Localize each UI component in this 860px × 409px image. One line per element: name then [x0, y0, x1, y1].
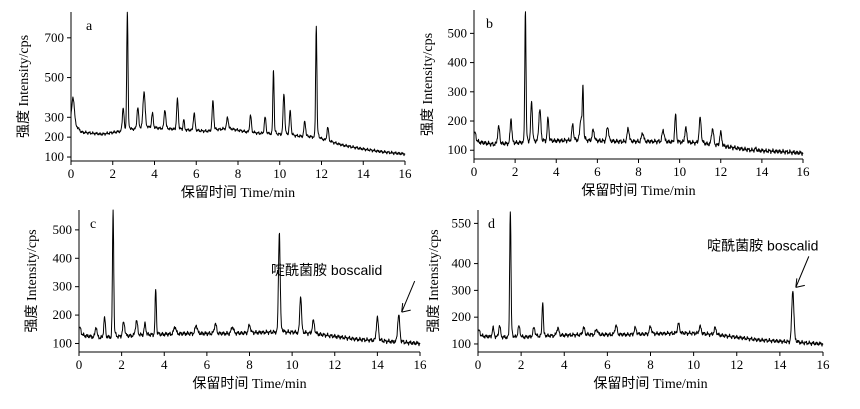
x-tick-label: 16: [817, 357, 831, 372]
y-tick-label: 100: [53, 335, 73, 350]
x-axis-label: 保留时间 Time/min: [581, 183, 695, 199]
panel-label: b: [486, 17, 493, 32]
x-tick-label: 2: [110, 166, 117, 181]
x-tick-label: 6: [604, 357, 611, 372]
y-tick-label: 300: [452, 282, 472, 297]
chart-panel-c: 0 2 4 6 8 10 12 14 16 100 200 300 400 500 保留时间 Time/mi…: [24, 209, 428, 392]
x-tick-label: 12: [328, 357, 341, 372]
x-tick-label: 0: [475, 357, 482, 372]
x-tick-label: 10: [673, 164, 686, 179]
y-tick-label: 200: [448, 113, 468, 128]
y-axis-label: 强度 Intensity/cps: [426, 229, 442, 332]
y-axis-label: 强度 Intensity/cps: [420, 33, 436, 136]
y-tick-label: 700: [45, 30, 65, 45]
y-tick-label: 500: [45, 70, 65, 85]
y-tick-label: 400: [53, 250, 73, 265]
x-tick-label: 0: [76, 357, 83, 372]
y-tick-label: 200: [53, 307, 73, 322]
x-tick-label: 12: [315, 166, 328, 181]
y-tick-label: 100: [45, 149, 65, 164]
x-tick-label: 16: [399, 166, 413, 181]
chart-panel-a: 0 2 4 6 8 10 12 14 16 100 200 300 500 700 保留时间 Time/mi…: [16, 11, 413, 201]
x-tick-label: 16: [797, 164, 811, 179]
chromatogram-trace: [78, 209, 421, 347]
y-tick-label: 500: [448, 25, 468, 40]
x-axis-label: 保留时间 Time/min: [192, 376, 306, 392]
y-tick-label: 200: [452, 309, 472, 324]
x-tick-label: 6: [204, 357, 211, 372]
x-tick-label: 12: [730, 357, 743, 372]
y-tick-label: 100: [452, 336, 472, 351]
annotation-arrow-head: [401, 303, 411, 313]
y-axis-label: 强度 Intensity/cps: [16, 35, 32, 138]
x-tick-label: 4: [161, 357, 168, 372]
x-tick-label: 14: [773, 357, 787, 372]
x-tick-label: 8: [235, 166, 242, 181]
x-axis-label: 保留时间 Time/min: [181, 185, 295, 201]
y-tick-label: 300: [53, 279, 73, 294]
x-tick-label: 8: [635, 164, 642, 179]
x-tick-label: 4: [553, 164, 560, 179]
chromatogram-trace: [70, 11, 406, 157]
x-tick-label: 16: [414, 357, 428, 372]
x-tick-label: 6: [594, 164, 601, 179]
y-tick-label: 400: [448, 55, 468, 70]
x-tick-label: 0: [471, 164, 478, 179]
x-tick-label: 12: [714, 164, 727, 179]
annotation-arrow-head: [795, 278, 805, 288]
x-tick-label: 2: [512, 164, 519, 179]
x-tick-label: 4: [151, 166, 158, 181]
x-tick-label: 14: [357, 166, 371, 181]
x-tick-label: 14: [371, 357, 385, 372]
chromatogram-trace: [473, 11, 804, 156]
x-tick-label: 2: [518, 357, 525, 372]
y-tick-label: 500: [53, 222, 73, 237]
x-tick-label: 2: [118, 357, 125, 372]
panel-label: c: [90, 217, 96, 232]
panel-label: a: [86, 19, 93, 34]
x-tick-label: 0: [68, 166, 75, 181]
y-tick-label: 200: [45, 129, 65, 144]
chart-panel-d: 0 2 4 6 8 10 12 14 16 100 200 300 400 550 保留时间 Time/mi…: [426, 210, 830, 392]
y-tick-label: 300: [45, 109, 65, 124]
y-tick-label: 550: [452, 215, 472, 230]
x-tick-label: 10: [273, 166, 286, 181]
x-axis-label: 保留时间 Time/min: [593, 376, 707, 392]
y-tick-label: 100: [448, 142, 468, 157]
annotation-boscalid: 啶酰菌胺 boscalid: [271, 262, 382, 278]
x-tick-label: 4: [561, 357, 568, 372]
annotation-arrow-shaft: [795, 256, 810, 288]
chromatogram-trace: [477, 211, 824, 347]
annotation-arrow-shaft: [401, 280, 416, 313]
panel-label: d: [488, 217, 495, 232]
y-tick-label: 300: [448, 84, 468, 99]
x-tick-label: 14: [755, 164, 769, 179]
x-tick-label: 10: [687, 357, 700, 372]
x-tick-label: 6: [193, 166, 200, 181]
y-tick-label: 400: [452, 256, 472, 271]
chart-panel-b: 0 2 4 6 8 10 12 14 16 100 200 300 400 500 保留时间 Time/mi…: [420, 10, 810, 199]
x-tick-label: 8: [246, 357, 253, 372]
x-tick-label: 8: [647, 357, 654, 372]
annotation-boscalid: 啶酰菌胺 boscalid: [707, 237, 818, 253]
y-axis-label: 强度 Intensity/cps: [24, 229, 40, 332]
x-tick-label: 10: [286, 357, 299, 372]
